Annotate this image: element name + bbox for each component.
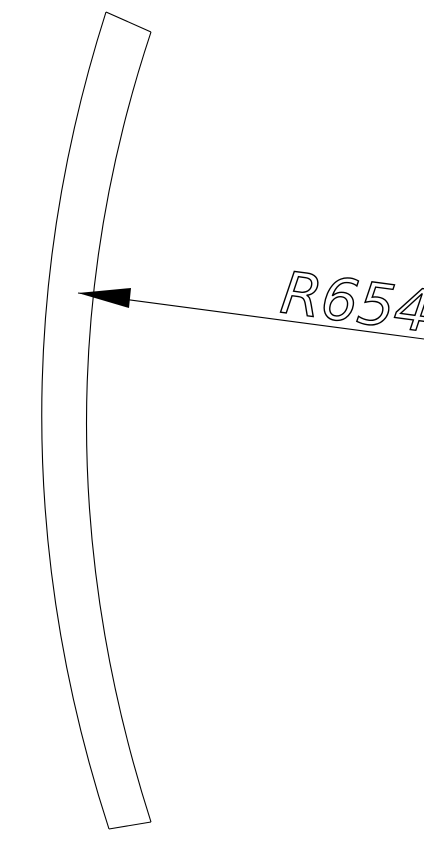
radius-dimension: R654 (77, 258, 424, 347)
radius-label: R654 (277, 258, 424, 345)
dimension-leader-line (77, 292, 424, 340)
plate-outer-arc (41, 11, 110, 830)
curved-plate (41, 11, 152, 830)
plate-top-edge (105, 11, 152, 33)
dimension-arrowhead (78, 288, 131, 308)
plate-inner-arc (86, 31, 152, 823)
plate-bottom-edge (108, 821, 152, 830)
